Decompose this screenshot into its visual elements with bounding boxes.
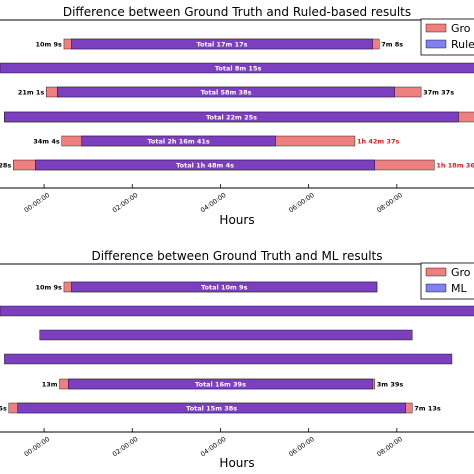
x-tick-label: 08:00:00 (375, 191, 404, 214)
predicted-bar (68, 378, 373, 390)
right-difference-label: 7m 8s (381, 41, 403, 49)
legend-label-predicted: ML (451, 282, 467, 295)
x-tick-label: 06:00:00 (287, 435, 316, 458)
plot-frame (0, 19, 474, 189)
x-tick-label: 04:00:00 (199, 435, 228, 458)
x-tick-label: 02:00:00 (111, 191, 140, 214)
right-difference-label: 37m 37s (423, 89, 454, 97)
total-label: Total 58m 38s (200, 89, 251, 97)
left-difference-label: 13m (42, 381, 58, 389)
left-difference-label: 25s (0, 405, 7, 413)
total-label: Total 17m 17s (196, 41, 247, 49)
predicted-bar (71, 281, 378, 293)
x-axis-label: Hours (219, 456, 254, 470)
predicted-bar (57, 86, 395, 98)
total-label: Total 8m 15s (215, 65, 262, 73)
total-label: Total 22m 25s (206, 114, 257, 122)
right-difference-label: 3m 39s (377, 381, 404, 389)
left-difference-label: 28s (0, 162, 11, 170)
legend-swatch-predicted (425, 39, 447, 49)
legend-swatch-predicted (425, 283, 447, 293)
predicted-bar (81, 135, 276, 147)
x-tick-label: 08:00:00 (375, 435, 404, 458)
legend-swatch-ground-truth (425, 267, 447, 277)
x-tick-label: 02:00:00 (111, 435, 140, 458)
total-label: Total 10m 9s (201, 284, 248, 292)
left-difference-label: 34m 4s (33, 138, 60, 146)
x-tick-label: 06:00:00 (287, 191, 316, 214)
left-difference-label: 10m 9s (35, 284, 62, 292)
x-axis-label: Hours (219, 213, 254, 227)
chart-title: Difference between Ground Truth and ML r… (91, 249, 382, 263)
predicted-bar (35, 159, 375, 171)
predicted-bar (71, 38, 373, 50)
predicted-bar (0, 62, 474, 74)
left-difference-label: 10m 9s (35, 41, 62, 49)
right-difference-label: 1h 42m 37s (357, 138, 400, 146)
chart-title: Difference between Ground Truth and Rule… (63, 5, 411, 19)
legend-label-ground-truth: Gro (451, 266, 471, 279)
predicted-bar (39, 329, 413, 341)
predicted-bar (0, 305, 474, 317)
total-label: Total 1h 48m 4s (176, 162, 234, 170)
total-label: Total 2h 16m 41s (147, 138, 210, 146)
predicted-bar (4, 111, 459, 123)
x-tick-label: 04:00:00 (199, 191, 228, 214)
x-tick-label: 00:00:00 (23, 435, 52, 458)
plot-frame (0, 263, 474, 433)
total-label: Total 15m 38s (186, 405, 237, 413)
predicted-bar (17, 402, 406, 414)
right-difference-label: 7m 13s (414, 405, 441, 413)
predicted-bar (4, 353, 453, 365)
total-label: Total 16m 39s (195, 381, 246, 389)
legend-swatch-ground-truth (425, 23, 447, 33)
right-difference-label: 1h 18m 36s (436, 162, 474, 170)
legend-label-ground-truth: Gro (451, 22, 471, 35)
left-difference-label: 21m 1s (18, 89, 45, 97)
legend-label-predicted: Rule (451, 38, 474, 51)
x-tick-label: 00:00:00 (23, 191, 52, 214)
